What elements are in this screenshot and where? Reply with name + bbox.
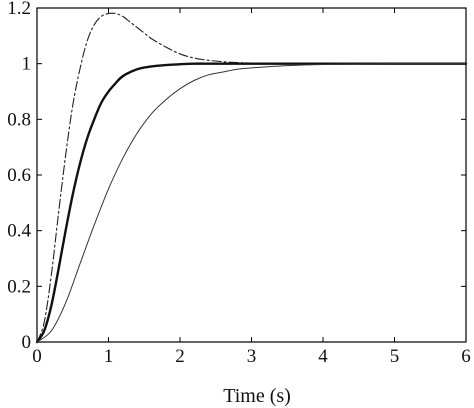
x-tick-label: 6: [461, 346, 471, 367]
y-tick-label: 1.2: [7, 0, 31, 19]
x-tick-label: 2: [175, 346, 185, 367]
x-tick-label: 5: [390, 346, 400, 367]
x-tick-label: 0: [32, 346, 42, 367]
x-tick-label: 1: [104, 346, 114, 367]
y-tick-label: 0: [22, 332, 32, 353]
y-tick-label: 0.8: [7, 109, 31, 130]
series-line-1: [36, 12, 467, 343]
series-line-2: [35, 62, 468, 344]
x-tick-label: 4: [318, 346, 328, 367]
axis-ticks: [36, 7, 467, 343]
y-tick-label: 1: [22, 54, 32, 75]
x-tick-label: 3: [247, 346, 257, 367]
series-lines: [35, 12, 468, 344]
y-tick-label: 0.6: [7, 165, 31, 186]
y-tick-label: 0.4: [7, 221, 31, 242]
axis-tick-labels: 0 1 2 3 4 5 6 0 0.2 0.4 0.6 0.8 1 1.2: [7, 0, 471, 367]
x-axis-label: Time (s): [223, 385, 291, 407]
y-tick-label: 0.2: [7, 276, 31, 297]
plot-frame: [36, 7, 467, 343]
series-line-3: [36, 63, 467, 343]
